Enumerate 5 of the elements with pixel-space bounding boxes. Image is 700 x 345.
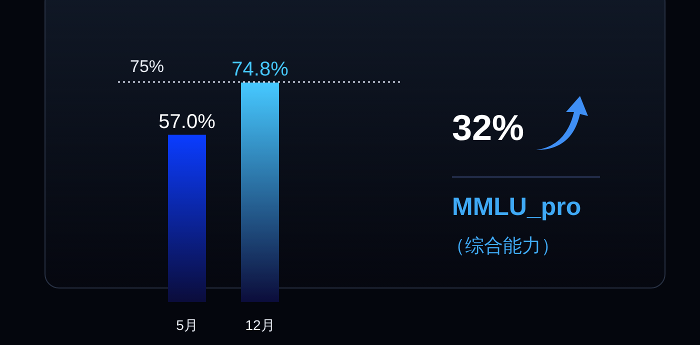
annotation: MMLU_pro bbox=[452, 193, 582, 221]
annotation: 32% bbox=[452, 107, 524, 148]
x-tick-label: 5月 bbox=[176, 317, 198, 333]
annotation: （综合能力） bbox=[446, 236, 560, 257]
x-tick-label: 12月 bbox=[245, 317, 275, 333]
